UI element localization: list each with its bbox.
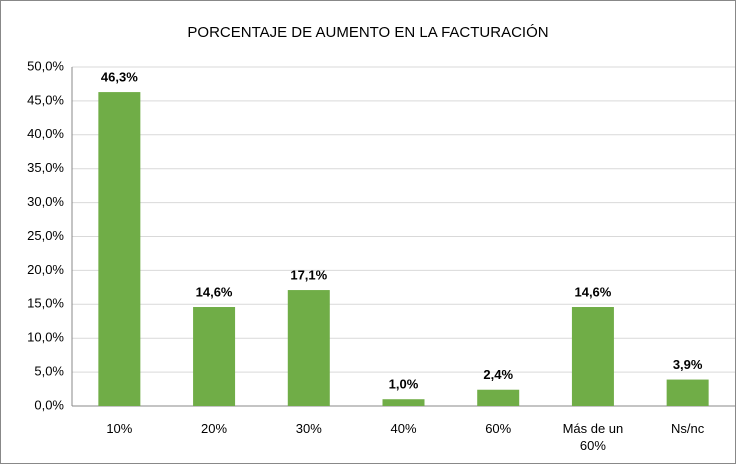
- data-label: 14,6%: [196, 284, 233, 299]
- data-label: 14,6%: [574, 284, 611, 299]
- x-tick-label: 10%: [106, 421, 133, 436]
- bar: [477, 389, 520, 406]
- chart-title: PORCENTAJE DE AUMENTO EN LA FACTURACIÓN: [187, 24, 548, 41]
- y-tick-label: 10,0%: [27, 330, 64, 345]
- y-tick-label: 5,0%: [34, 364, 64, 379]
- y-tick-label: 15,0%: [27, 296, 64, 311]
- y-tick-label: 35,0%: [27, 160, 64, 175]
- data-label: 46,3%: [101, 70, 138, 85]
- x-tick-label: Más de un 60%: [562, 421, 624, 453]
- data-label: 3,9%: [673, 357, 703, 372]
- bar: [193, 307, 236, 406]
- y-tick-label: 30,0%: [27, 194, 64, 209]
- y-tick-label: 45,0%: [27, 92, 64, 107]
- bar: [382, 399, 425, 406]
- data-label: 1,0%: [389, 377, 419, 392]
- x-tick-label: 20%: [201, 421, 228, 436]
- x-tick-label: 30%: [295, 421, 322, 436]
- y-tick-label: 20,0%: [27, 262, 64, 277]
- y-tick-label: 25,0%: [27, 228, 64, 243]
- bar: [287, 290, 330, 406]
- data-label: 2,4%: [483, 367, 513, 382]
- y-tick-label: 0,0%: [34, 397, 64, 412]
- x-tick-label: Ns/nc: [671, 421, 705, 436]
- y-tick-label: 50,0%: [27, 58, 64, 73]
- x-tick-label: 60%: [485, 421, 512, 436]
- data-label: 17,1%: [290, 267, 327, 282]
- x-tick-label: 40%: [390, 421, 417, 436]
- bar: [571, 307, 614, 406]
- y-tick-label: 40,0%: [27, 126, 64, 141]
- bar: [98, 92, 141, 406]
- bar: [666, 379, 709, 406]
